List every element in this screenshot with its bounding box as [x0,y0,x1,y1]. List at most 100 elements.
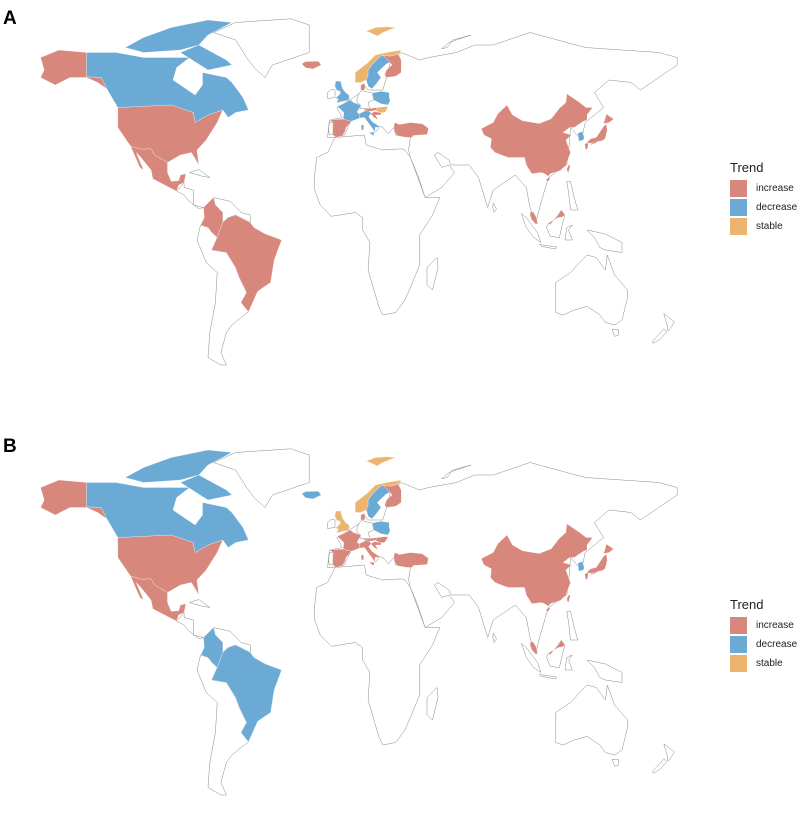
country-south-korea [577,131,585,142]
legend-key-increase [730,180,747,197]
land-sumatra [521,643,542,673]
land-cuba [189,599,211,608]
land-nz-south [652,328,667,344]
legend-item-increase: increase [730,616,797,635]
country-taiwan [566,594,571,603]
country-mexico [130,146,187,192]
map-panel-b [40,448,678,796]
land-cuba [189,169,211,178]
legend-key-decrease [730,199,747,216]
land-sri-lanka [492,632,497,643]
legend-label: stable [756,221,783,232]
land-novaya-zemlya [441,34,472,50]
country-taiwan [566,164,571,173]
land-tasmania [611,759,620,767]
country-italy [360,124,364,131]
country-china [481,93,593,177]
country-croatia [370,111,382,121]
land-new-guinea [586,659,623,683]
land-tasmania [611,329,620,337]
country-japan [584,572,589,580]
country-italy [368,131,375,136]
country-denmark [360,513,366,521]
country-poland [371,91,391,106]
country-canada [180,474,233,501]
country-turkey [393,122,429,138]
country-svalbard [366,456,396,467]
land-germany [356,519,374,539]
legend-title: Trend [730,160,764,175]
country-canada [180,44,233,71]
land-central-america [176,612,204,640]
country-poland [371,521,391,536]
land-philippines [566,181,579,211]
land-ireland [327,519,336,529]
country-brazil [211,644,282,742]
legend-item-decrease: decrease [730,198,797,217]
legend-label: decrease [756,639,798,650]
country-malaysia [548,639,566,655]
map-panel-a [40,18,678,366]
land-new-guinea [586,229,623,253]
land-philippines [566,611,579,641]
country-turkey [393,552,429,568]
country-china [545,607,551,613]
country-malaysia [548,209,566,225]
country-japan [586,124,608,144]
land-central-america [176,182,204,210]
country-japan [586,554,608,574]
country-spain [329,548,352,568]
country-japan [603,543,614,554]
country-spain [329,118,352,138]
land-madagascar [426,687,439,721]
country-canada [86,482,249,553]
country-china [545,177,551,183]
land-sumatra [521,213,542,243]
legend-key-increase [730,617,747,634]
land-greenland [213,448,310,508]
country-canada [86,52,249,123]
country-sweden [366,54,391,89]
land-australia [555,684,628,756]
country-uk [334,511,350,533]
legend-title: Trend [730,597,764,612]
land-portugal [328,122,334,136]
land-australia [555,254,628,326]
land-java [538,674,557,680]
country-japan [589,571,594,576]
legend-label: stable [756,658,783,669]
country-sweden [366,484,391,519]
country-canada [125,449,233,483]
land-novaya-zemlya [441,464,472,480]
land-germany [356,89,374,109]
country-iceland [301,491,322,500]
country-brazil [211,214,282,312]
country-japan [603,113,614,124]
country-south-korea [577,561,585,572]
country-canada [125,19,233,53]
land-sri-lanka [492,202,497,213]
land-sulawesi [564,654,573,671]
legend-key-stable [730,218,747,235]
legend-a: Trend increase decrease stable [730,160,797,236]
land-africa [314,134,441,316]
land-nz-north [663,313,675,332]
country-finland [382,52,402,78]
panel-label-b: B [3,436,17,457]
country-italy [368,561,375,566]
country-italy [360,554,364,561]
country-svalbard [366,26,396,37]
land-madagascar [426,257,439,291]
legend-label: increase [756,183,794,194]
country-malaysia [529,641,538,655]
land-ireland [327,89,336,99]
legend-item-decrease: decrease [730,635,797,654]
land-greenland [213,18,310,78]
country-iceland [301,61,322,70]
country-croatia [370,541,382,551]
country-malaysia [529,211,538,225]
land-java [538,244,557,250]
panel-label-a: A [3,8,17,29]
legend-item-stable: stable [730,217,797,236]
